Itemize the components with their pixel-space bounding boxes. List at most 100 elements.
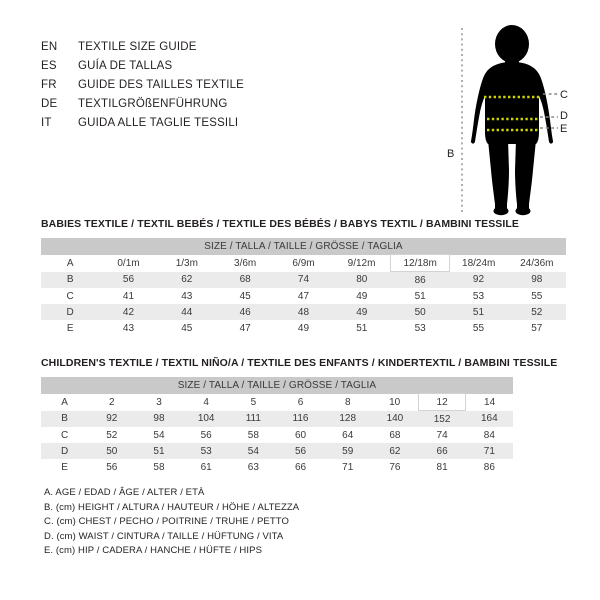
table-row: D 50 51 53 54 56 59 62 66 71 xyxy=(41,443,513,459)
table-cell: 59 xyxy=(324,443,372,459)
table-cell: 84 xyxy=(465,427,513,443)
language-row: IT GUIDA ALLE TAGLIE TESSILI xyxy=(41,114,341,133)
body-silhouette-svg xyxy=(461,25,558,216)
table-cell: 10 xyxy=(371,393,419,411)
table-cell: 49 xyxy=(332,288,391,304)
table-row: A 0/1m 1/3m 3/6m 6/9m 9/12m 12/18m 18/24m 24/36m xyxy=(41,254,566,272)
table-cell: 92 xyxy=(449,271,508,288)
table-cell: 49 xyxy=(332,304,391,320)
child-silhouette-shape xyxy=(470,25,554,216)
language-row: ES GUÍA DE TALLAS xyxy=(41,57,341,76)
table-cell: 49 xyxy=(274,320,333,336)
table-cell: 140 xyxy=(371,410,419,427)
table-cell: 51 xyxy=(332,320,391,336)
language-title-block: EN TEXTILE SIZE GUIDE ES GUÍA DE TALLAS FR GU… xyxy=(41,38,341,133)
size-header-cell: SIZE / TALLA / TAILLE / GRÖSSE / TAGLIA xyxy=(41,377,513,394)
table-row: C 52 54 56 58 60 64 68 74 84 xyxy=(41,427,513,443)
table-cell: 62 xyxy=(157,271,216,288)
row-label-cell: C xyxy=(41,427,89,443)
figure-label-height: B xyxy=(447,148,455,160)
legend-line: E. (cm) HIP / CADERA / HANCHE / HÜFTE / … xyxy=(44,545,263,556)
table-cell: 74 xyxy=(274,271,333,288)
table-cell: 86 xyxy=(465,459,513,475)
table-cell: 152 xyxy=(418,410,466,427)
table-cell: 53 xyxy=(449,288,508,304)
table-cell: 47 xyxy=(274,288,333,304)
table-cell: 86 xyxy=(390,271,450,288)
table-row: C 41 43 45 47 49 51 53 55 xyxy=(41,288,566,304)
table-cell: 92 xyxy=(88,410,136,427)
table-cell: 56 xyxy=(99,271,158,288)
table-cell: 58 xyxy=(135,459,183,475)
table-cell: 6 xyxy=(276,393,325,411)
table-row: E 43 45 47 49 51 53 55 57 xyxy=(41,320,566,336)
table-cell: 48 xyxy=(274,304,333,320)
children-size-table: SIZE / TALLA / TAILLE / GRÖSSE / TAGLIA A… xyxy=(41,377,513,475)
table-cell: 1/3m xyxy=(157,254,216,272)
table-cell: 104 xyxy=(182,410,230,427)
babies-size-table: SIZE / TALLA / TAILLE / GRÖSSE / TAGLIA A… xyxy=(41,238,566,336)
legend-line: D. (cm) WAIST / CINTURA / TAILLE / HÜFTU… xyxy=(44,530,284,542)
table-cell: 55 xyxy=(449,320,508,336)
table-cell: 50 xyxy=(88,443,136,459)
table-cell: 80 xyxy=(332,271,391,288)
table-cell: 53 xyxy=(390,320,450,336)
table-cell: 56 xyxy=(276,443,325,459)
table-cell: 52 xyxy=(507,304,566,320)
table-cell: 51 xyxy=(135,443,183,459)
language-code: EN xyxy=(41,41,58,53)
row-label-cell: C xyxy=(41,288,100,304)
babies-section: BABIES TEXTILE / TEXTIL BEBÉS / TEXTILE … xyxy=(41,218,566,336)
table-cell: 66 xyxy=(276,459,325,475)
table-cell: 56 xyxy=(182,427,230,443)
table-cell: 68 xyxy=(215,271,275,288)
table-cell: 12/18m xyxy=(390,254,450,272)
table-cell: 71 xyxy=(465,443,513,459)
measurement-legend: A. AGE / EDAD / ÂGE / ALTER / ETÀ B. (cm)… xyxy=(44,486,299,559)
table-row: E 56 58 61 63 66 71 76 81 86 xyxy=(41,459,513,475)
table-cell: 2 xyxy=(88,393,136,411)
language-title: GUIDE DES TAILLES TEXTILE xyxy=(78,79,245,91)
table-cell: 18/24m xyxy=(449,254,508,272)
language-row: FR GUIDE DES TAILLES TEXTILE xyxy=(41,76,341,95)
table-cell: 66 xyxy=(418,443,466,459)
figure-label-waist: D xyxy=(560,110,568,122)
table-cell: 164 xyxy=(465,410,513,427)
figure-label-chest: C xyxy=(560,89,568,101)
table-cell: 51 xyxy=(449,304,508,320)
language-title: GUIDA ALLE TAGLIE TESSILI xyxy=(78,117,239,129)
table-cell: 58 xyxy=(229,427,277,443)
table-cell: 81 xyxy=(418,459,466,475)
table-header-row: SIZE / TALLA / TAILLE / GRÖSSE / TAGLIA xyxy=(41,238,566,255)
row-label-cell: D xyxy=(41,304,100,320)
table-cell: 46 xyxy=(215,304,275,320)
table-cell: 41 xyxy=(99,288,158,304)
table-cell: 9/12m xyxy=(332,254,391,272)
language-title: TEXTILGRÖßENFÜHRUNG xyxy=(78,98,228,110)
table-cell: 4 xyxy=(182,393,230,411)
table-cell: 51 xyxy=(390,288,450,304)
language-code: IT xyxy=(41,117,52,129)
table-cell: 8 xyxy=(324,393,372,411)
babies-section-title: BABIES TEXTILE / TEXTIL BEBÉS / TEXTILE … xyxy=(41,218,520,230)
table-header-row: SIZE / TALLA / TAILLE / GRÖSSE / TAGLIA xyxy=(41,377,513,394)
table-row: B 92 98 104 111 116 128 140 152 164 xyxy=(41,410,513,427)
table-cell: 111 xyxy=(229,410,277,427)
table-cell: 74 xyxy=(418,427,466,443)
children-section-title: CHILDREN'S TEXTILE / TEXTIL NIÑO/A / TEX… xyxy=(41,357,558,369)
language-title: TEXTILE SIZE GUIDE xyxy=(78,41,197,53)
row-label-cell: B xyxy=(41,410,89,427)
table-cell: 5 xyxy=(229,393,277,411)
legend-line: A. AGE / EDAD / ÂGE / ALTER / ETÀ xyxy=(44,487,205,498)
table-row: D 42 44 46 48 49 50 51 52 xyxy=(41,304,566,320)
table-cell: 54 xyxy=(135,427,183,443)
table-row: A 2 3 4 5 6 8 10 12 14 xyxy=(41,393,513,411)
table-cell: 60 xyxy=(276,427,325,443)
measurement-figure: B C D E xyxy=(430,20,590,220)
table-cell: 71 xyxy=(324,459,372,475)
size-header-cell: SIZE / TALLA / TAILLE / GRÖSSE / TAGLIA xyxy=(41,238,566,255)
table-cell: 50 xyxy=(390,304,450,320)
table-cell: 52 xyxy=(88,427,136,443)
table-cell: 53 xyxy=(182,443,230,459)
table-cell: 64 xyxy=(324,427,372,443)
